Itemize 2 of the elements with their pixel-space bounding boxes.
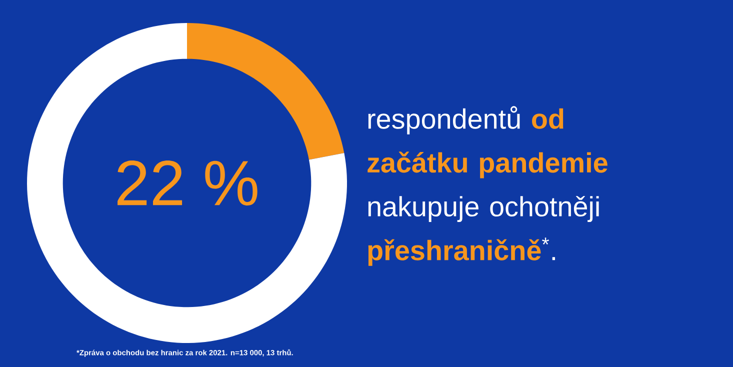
data-label: 22 % <box>118 160 258 206</box>
text: respondentů od začátku pandemie nakupuje ochotněji přeshraničně$^{*}$. <box>368 106 608 266</box>
